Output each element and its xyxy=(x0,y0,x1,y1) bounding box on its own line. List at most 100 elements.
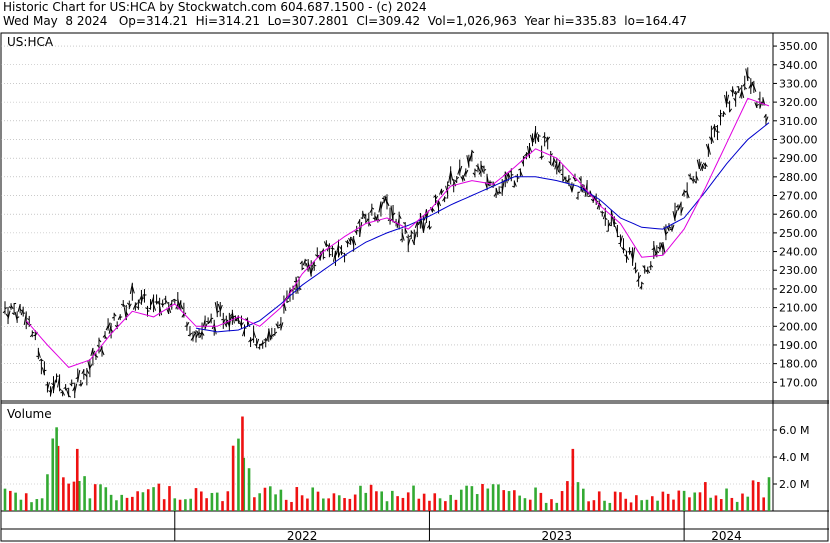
price-bar-open xyxy=(105,325,109,331)
price-tick-label: 190.00 xyxy=(779,339,818,352)
volume-bar xyxy=(486,488,490,511)
price-bar-close xyxy=(326,243,329,247)
price-bar-close xyxy=(410,231,414,235)
volume-bar xyxy=(221,501,224,511)
volume-bar xyxy=(380,491,383,511)
price-bar-close xyxy=(450,170,454,181)
price-bar xyxy=(600,210,605,217)
volume-bar xyxy=(592,500,596,511)
price-bar xyxy=(323,240,329,247)
price-bar-close xyxy=(507,172,511,179)
volume-bar xyxy=(205,498,208,511)
price-bar-close xyxy=(474,169,478,172)
price-bar xyxy=(308,260,314,277)
price-bar xyxy=(427,220,432,230)
price-bar-close xyxy=(695,175,699,181)
volume-bar xyxy=(184,499,187,511)
price-bar xyxy=(229,309,235,325)
volume-bar xyxy=(449,494,452,511)
price-bar xyxy=(518,168,523,177)
price-bar-open xyxy=(384,195,388,205)
price-bar-close xyxy=(74,383,78,393)
volume-bars xyxy=(3,416,771,511)
price-bar xyxy=(463,168,469,177)
volume-label: Volume xyxy=(7,407,52,421)
volume-bar xyxy=(704,482,707,511)
price-bar-open xyxy=(302,259,306,266)
price-tick-label: 350.00 xyxy=(779,40,818,53)
price-bar xyxy=(154,294,160,305)
volume-bar xyxy=(709,497,712,511)
price-bar-open xyxy=(254,343,257,347)
price-bar xyxy=(260,340,266,349)
volume-bar xyxy=(640,500,643,511)
price-bar-open xyxy=(739,91,743,99)
price-bar-close xyxy=(498,191,502,194)
price-bar-open xyxy=(696,159,700,169)
price-bar-close xyxy=(456,176,460,180)
volume-bar xyxy=(162,499,166,511)
price-bar xyxy=(584,180,590,197)
volume-bar xyxy=(332,493,336,511)
volume-bar xyxy=(406,492,410,511)
price-bar xyxy=(378,201,384,217)
price-bar xyxy=(575,191,581,200)
price-bar-open xyxy=(363,213,367,217)
price-bar xyxy=(654,245,660,258)
price-bar-close xyxy=(726,94,730,105)
price-bar-open xyxy=(120,303,124,306)
price-bar xyxy=(96,337,102,354)
price-bar xyxy=(69,379,74,387)
price-bar xyxy=(87,358,93,378)
price-bar-open xyxy=(681,191,685,196)
price-bar-open xyxy=(48,390,51,393)
price-bar-close xyxy=(598,202,602,206)
volume-bar xyxy=(284,499,288,511)
price-bar-open xyxy=(524,153,527,157)
price-bar xyxy=(339,245,344,256)
volume-bar xyxy=(714,495,718,511)
volume-bar xyxy=(369,484,373,511)
volume-bar xyxy=(55,427,58,511)
price-tick-label: 320.00 xyxy=(779,96,818,109)
price-bar-open xyxy=(569,185,573,192)
price-bar-open xyxy=(196,330,200,336)
price-bar-close xyxy=(723,111,726,116)
price-bar-open xyxy=(536,136,540,143)
price-bar xyxy=(702,162,708,170)
volume-bar xyxy=(454,499,458,511)
price-bar-open xyxy=(539,156,542,159)
price-bar-close xyxy=(271,334,275,337)
price-bar-close xyxy=(353,238,357,246)
price-bar-close xyxy=(189,332,193,336)
price-bar-open xyxy=(572,176,576,181)
price-bar-close xyxy=(107,322,111,329)
volume-bar xyxy=(353,494,357,511)
price-bar xyxy=(48,386,53,397)
price-bar-close xyxy=(86,369,90,374)
price-tick-label: 180.00 xyxy=(779,358,818,371)
price-bar-open xyxy=(609,224,612,227)
volume-bar xyxy=(157,483,161,511)
volume-bar xyxy=(279,489,283,511)
price-bar-open xyxy=(160,303,163,306)
price-bar-open xyxy=(575,197,579,199)
price-bar-open xyxy=(630,250,634,260)
price-bar-open xyxy=(339,246,342,250)
price-bar-close xyxy=(68,395,71,398)
year-label: 2022 xyxy=(287,529,318,543)
price-bar-open xyxy=(690,178,694,182)
price-bar-open xyxy=(39,358,42,362)
price-bar-open xyxy=(633,266,637,270)
price-bar-close xyxy=(16,316,20,319)
price-bar-open xyxy=(193,331,197,335)
price-bar xyxy=(624,250,629,263)
price-bar-open xyxy=(11,312,15,315)
price-bar xyxy=(202,315,208,331)
price-bar-close xyxy=(635,269,639,273)
price-bar-open xyxy=(705,144,709,151)
price-bar xyxy=(399,228,405,243)
volume-bar xyxy=(178,499,182,511)
price-bar-close xyxy=(356,229,359,232)
price-bar xyxy=(112,312,117,321)
